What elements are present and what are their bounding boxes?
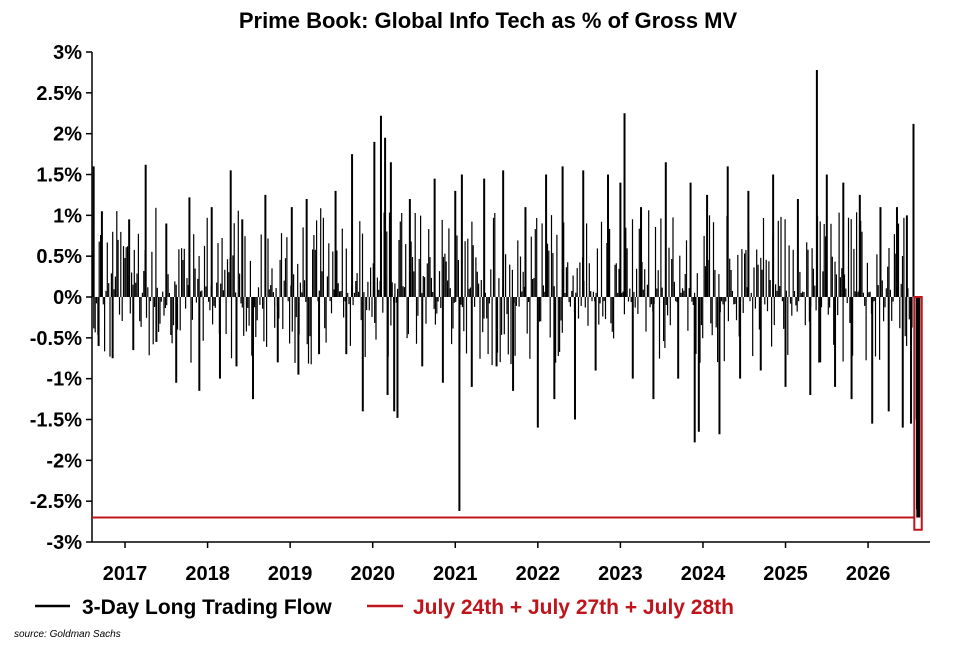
y-tick-label: 1.5%: [36, 165, 82, 187]
x-tick-label: 2017: [103, 563, 148, 585]
y-tick-label: -1.5%: [30, 410, 82, 432]
highlight-box: [913, 296, 923, 531]
series-trading-flow: [92, 69, 915, 511]
y-tick-label: -3%: [46, 532, 82, 554]
y-tick-label: -0.5%: [30, 328, 82, 350]
legend-label-trading-flow: 3-Day Long Trading Flow: [82, 596, 332, 619]
x-tick-label: 2023: [598, 563, 643, 585]
x-tick-label: 2020: [350, 563, 395, 585]
x-tick-label: 2022: [516, 563, 561, 585]
legend: 3-Day Long Trading Flow July 24th + July…: [35, 596, 734, 619]
x-tick-label: 2026: [846, 563, 891, 585]
x-tick-label: 2025: [763, 563, 808, 585]
y-tick-label: 1%: [53, 205, 82, 227]
chart-title: Prime Book: Global Info Tech as % of Gro…: [239, 8, 738, 33]
x-tick-label: 2021: [433, 563, 478, 585]
y-tick-label: -1%: [46, 369, 82, 391]
legend-label-july-highlight: July 24th + July 27th + July 28th: [413, 596, 734, 619]
y-tick-label: 0%: [53, 287, 82, 309]
y-tick-label: 0.5%: [36, 246, 82, 268]
y-axis: 3% 2.5% 2% 1.5% 1% 0.5% 0% -0.5% -1% -1.5% -2% -2.5…: [30, 42, 93, 554]
y-tick-label: 2.5%: [36, 83, 82, 105]
x-tick-label: 2024: [681, 563, 726, 585]
source-note: source: Goldman Sachs: [14, 629, 121, 640]
x-tick-label: 2018: [185, 563, 230, 585]
plot-area: [91, 69, 923, 531]
series-july-highlight: [915, 297, 921, 518]
y-tick-label: 2%: [53, 124, 82, 146]
x-axis: 2017 2018 2019 2020 2021 2022 2023 2024 2025 2026: [92, 541, 930, 585]
y-tick-label: -2.5%: [30, 491, 82, 513]
y-tick-label: -2%: [46, 450, 82, 472]
x-tick-label: 2019: [268, 563, 313, 585]
y-tick-label: 3%: [53, 42, 82, 64]
